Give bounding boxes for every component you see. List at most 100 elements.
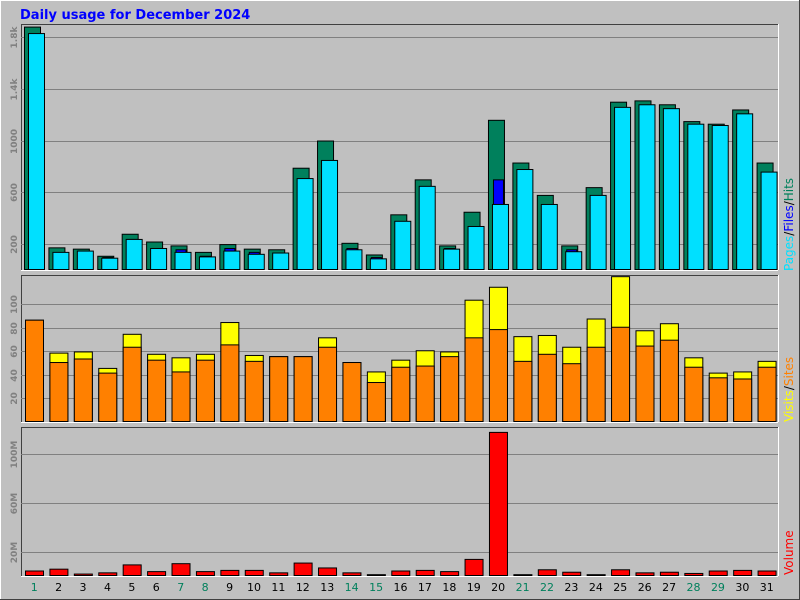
pages-bar [760, 171, 778, 271]
middle-panel-tick-label: 80 [10, 322, 20, 335]
volume-bar [318, 567, 338, 576]
pages-bar [345, 249, 363, 270]
legend-entry: Files [782, 205, 796, 231]
volume-bar [586, 574, 606, 576]
sites-bar [147, 359, 167, 422]
bottom-panel-tick-label: 100M [10, 441, 20, 469]
day-label: 10 [247, 581, 261, 594]
volume-panel: 20M 60M 100M [10, 427, 779, 577]
pages-bar [52, 251, 70, 271]
legend-entry: Hits [782, 178, 796, 201]
sites-bar [49, 362, 69, 422]
hits-files-pages-panel: 200 600 1000 1.4k 1.8k [10, 24, 779, 271]
middle-panel-tick-label: 20 [10, 392, 20, 405]
pages-bar [150, 247, 168, 270]
top-panel-tick-label: 1.4k [10, 78, 20, 101]
volume-bar [25, 570, 44, 576]
volume-bar [98, 572, 118, 576]
day-label: 28 [687, 581, 701, 594]
pages-bar [272, 252, 290, 271]
sites-bar [488, 329, 508, 423]
volume-bar [195, 571, 215, 576]
volume-bar [269, 572, 289, 576]
day-label: 15 [369, 581, 383, 594]
middle-panel-tick-label: 100 [10, 295, 20, 314]
top-panel-tick-label: 200 [10, 235, 20, 254]
pages-bar [638, 104, 656, 270]
volume-bar [488, 431, 508, 577]
legend-entry: Pages [782, 236, 796, 271]
sites-bar [415, 365, 435, 423]
sites-bar [73, 358, 93, 423]
volume-bar [171, 563, 191, 576]
day-label: 7 [177, 581, 184, 594]
sites-bar [25, 319, 44, 422]
sites-bar [659, 339, 679, 422]
pages-bar [540, 203, 558, 270]
day-label: 9 [226, 581, 233, 594]
pages-bar [467, 225, 485, 270]
legend-entry: / [782, 231, 796, 236]
pages-bar [662, 108, 680, 270]
pages-bar [125, 238, 143, 270]
legend-entry: Volume [782, 530, 796, 575]
sites-bar [269, 356, 289, 423]
volume-bar [147, 571, 167, 576]
sites-bar [244, 360, 264, 422]
day-label: 16 [394, 581, 408, 594]
pages-bar [369, 258, 387, 271]
sites-bar [122, 346, 142, 422]
legend-entry: / [782, 200, 796, 205]
pages-bar [247, 253, 265, 271]
sites-bar [562, 363, 582, 423]
visits-sites-panel: 20 40 60 80 100 [10, 275, 779, 423]
top-panel-tick-label: 600 [10, 183, 20, 202]
sites-bar [98, 372, 118, 422]
legend-volume: Volume [782, 530, 796, 575]
sites-bar [586, 346, 606, 422]
day-label: 20 [491, 581, 505, 594]
pages-bar [198, 256, 216, 271]
middle-panel-tick-label: 40 [10, 369, 20, 382]
sites-bar [366, 382, 386, 422]
pages-bar [101, 257, 119, 271]
volume-bar [635, 572, 655, 576]
pages-bar [687, 123, 705, 271]
bottom-panel-tick-label: 20M [10, 542, 20, 564]
day-label: 22 [540, 581, 554, 594]
day-label: 30 [735, 581, 749, 594]
day-label: 4 [104, 581, 111, 594]
sites-bar [635, 345, 655, 422]
volume-bar [122, 564, 142, 576]
day-label: 19 [467, 581, 481, 594]
sites-bar [342, 362, 362, 422]
pages-bar [174, 251, 192, 271]
volume-bar [684, 572, 704, 576]
bottom-panel-plot-area [21, 427, 778, 576]
volume-bar [391, 570, 411, 576]
sites-bar [611, 326, 631, 422]
volume-bar [537, 569, 557, 576]
volume-bar [342, 572, 362, 576]
day-label: 21 [516, 581, 530, 594]
volume-bar [366, 574, 386, 576]
volume-bar [464, 558, 484, 576]
pages-bar [516, 169, 534, 270]
volume-bar [513, 574, 533, 576]
day-label: 23 [564, 581, 578, 594]
day-label: 24 [589, 581, 603, 594]
legend-bottom: Volume [782, 530, 796, 575]
pages-bar [589, 194, 607, 270]
day-label: 17 [418, 581, 432, 594]
volume-bar [659, 571, 679, 576]
volume-bar [757, 570, 777, 576]
pages-bar [28, 33, 45, 270]
pages-bar [296, 178, 314, 270]
legend-pages-files-hits: Pages/Files/Hits [782, 178, 796, 271]
volume-bar [562, 571, 582, 576]
pages-bar [491, 203, 509, 270]
sites-bar [708, 377, 728, 423]
pages-bar [76, 250, 94, 271]
legend-entry: Sites [782, 357, 796, 386]
